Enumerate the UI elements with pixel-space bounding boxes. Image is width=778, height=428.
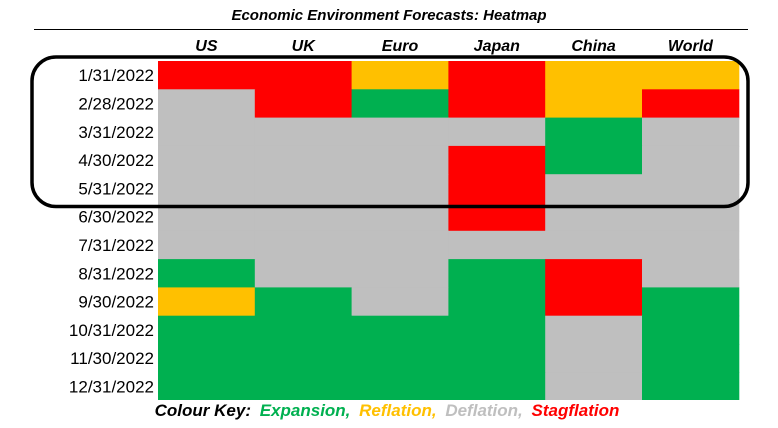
heatmap-cell — [351, 145, 449, 175]
heatmap-chart: US UK Euro Japan China World 1/31/2022 2/28/20… — [30, 38, 750, 400]
heatmap-cell — [254, 61, 353, 90]
heatmap-cell — [351, 61, 449, 90]
heatmap-cell — [545, 61, 643, 90]
row-label: 2/28/2022 — [78, 94, 154, 113]
heatmap-cell — [351, 287, 449, 317]
row-label: 7/31/2022 — [78, 236, 154, 255]
heatmap-cell — [545, 89, 643, 119]
heatmap-cell — [642, 117, 740, 147]
heatmap-cell — [545, 117, 643, 147]
heatmap-cell — [545, 145, 643, 175]
heatmap-cell — [642, 315, 740, 345]
column-label-euro: Euro — [382, 38, 419, 55]
heatmap-cell — [158, 315, 256, 345]
heatmap-cell — [351, 344, 449, 373]
heatmap-cell — [254, 259, 353, 288]
heatmap-cell — [254, 372, 353, 400]
key-reflation: Reflation, — [359, 401, 437, 420]
heatmap-cell — [545, 259, 643, 288]
heatmap-cell — [642, 89, 740, 119]
key-stagflation: Stagflation — [531, 401, 620, 420]
heatmap-cell — [545, 372, 643, 400]
heatmap-cell — [642, 174, 740, 203]
row-label: 6/30/2022 — [78, 208, 154, 227]
row-label: 1/31/2022 — [78, 66, 154, 85]
heatmap-cell — [642, 61, 740, 90]
heatmap-cell — [158, 174, 256, 203]
heatmap-cell — [254, 315, 353, 345]
heatmap-cells — [158, 61, 740, 400]
row-label: 8/31/2022 — [78, 264, 154, 283]
heatmap-cell — [254, 117, 353, 147]
heatmap-cell — [642, 259, 740, 288]
heatmap-cell — [642, 344, 740, 373]
heatmap-cell — [448, 372, 546, 400]
heatmap-cell — [158, 145, 256, 175]
heatmap-cell — [254, 89, 353, 119]
column-labels: US UK Euro Japan China World — [195, 38, 714, 55]
colour-key-label: Colour Key: — [154, 401, 251, 420]
column-label-us: US — [195, 38, 218, 55]
column-label-world: World — [668, 38, 714, 55]
heatmap-cell — [448, 61, 546, 90]
row-label: 12/31/2022 — [69, 377, 154, 396]
heatmap-cell — [448, 174, 546, 203]
heatmap-cell — [448, 287, 546, 317]
heatmap-cell — [448, 230, 546, 260]
heatmap-cell — [642, 230, 740, 260]
heatmap-cell — [448, 117, 546, 147]
heatmap-cell — [158, 117, 256, 147]
key-expansion: Expansion, — [259, 401, 351, 420]
heatmap-cell — [351, 315, 449, 345]
column-label-china: China — [571, 38, 616, 55]
heatmap-cell — [642, 287, 740, 317]
row-label: 5/31/2022 — [78, 179, 154, 198]
heatmap-cell — [158, 287, 256, 317]
heatmap-cell — [545, 344, 643, 373]
heatmap-cell — [545, 315, 643, 345]
row-label: 11/30/2022 — [70, 349, 154, 368]
heatmap-cell — [448, 89, 546, 119]
row-label: 3/31/2022 — [78, 123, 154, 142]
heatmap-cell — [448, 344, 546, 373]
heatmap-cell — [254, 287, 353, 317]
heatmap-cell — [351, 230, 449, 260]
heatmap-cell — [448, 259, 546, 288]
heatmap-cell — [448, 315, 546, 345]
heatmap-cell — [254, 174, 353, 203]
heatmap-cell — [351, 372, 449, 400]
column-label-japan: Japan — [474, 38, 520, 55]
key-deflation: Deflation, — [445, 401, 523, 420]
heatmap-cell — [545, 230, 643, 260]
title-underline — [34, 29, 748, 30]
heatmap-cell — [448, 145, 546, 175]
heatmap-cell — [158, 230, 256, 260]
heatmap-cell — [642, 145, 740, 175]
heatmap-cell — [158, 372, 256, 400]
heatmap-cell — [545, 287, 643, 317]
heatmap-cell — [158, 89, 256, 119]
heatmap-cell — [642, 372, 740, 400]
row-labels: 1/31/2022 2/28/2022 3/31/2022 4/30/2022 5/31… — [69, 66, 154, 396]
heatmap-cell — [158, 344, 256, 373]
row-label: 4/30/2022 — [78, 151, 154, 170]
heatmap-cell — [351, 89, 449, 119]
heatmap-cell — [254, 230, 353, 260]
heatmap-cell — [351, 174, 449, 203]
row-label: 9/30/2022 — [78, 293, 154, 312]
heatmap-cell — [158, 61, 256, 90]
heatmap-cell — [545, 174, 643, 203]
heatmap-cell — [351, 117, 449, 147]
colour-key: Colour Key: Expansion, Reflation, Deflat… — [0, 401, 778, 421]
heatmap-cell — [351, 259, 449, 288]
highlight-box — [30, 55, 750, 209]
heatmap-cell — [158, 259, 256, 288]
heatmap-cell — [254, 344, 353, 373]
chart-title: Economic Environment Forecasts: Heatmap — [231, 7, 547, 24]
heatmap-cell — [254, 145, 353, 175]
column-label-uk: UK — [292, 38, 317, 55]
row-label: 10/31/2022 — [69, 321, 154, 340]
